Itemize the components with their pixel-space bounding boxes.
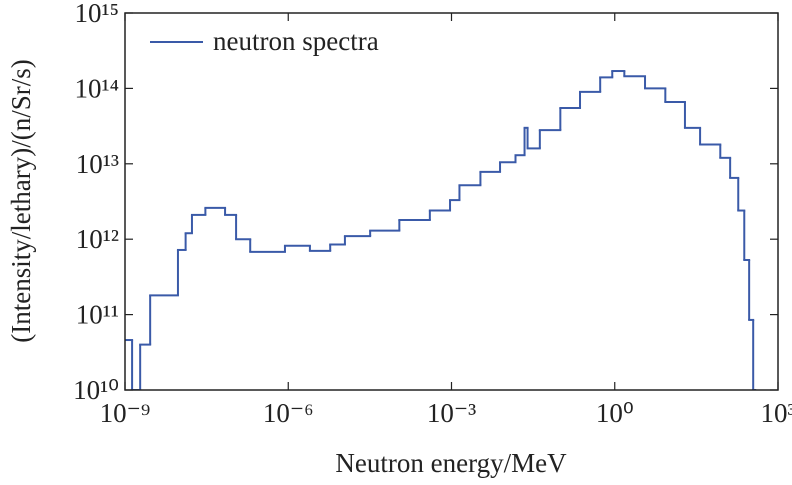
y-tick-label: 10¹³	[76, 149, 119, 179]
y-tick-label: 10¹⁵	[74, 0, 119, 28]
y-tick-label: 10¹¹	[76, 300, 119, 330]
y-tick-label: 10¹²	[76, 224, 119, 254]
x-tick-label: 10⁻⁶	[263, 398, 314, 428]
x-tick-label: 10⁰	[596, 398, 634, 428]
x-tick-label: 10³	[760, 398, 792, 428]
y-tick-label: 10¹⁴	[74, 73, 119, 103]
x-tick-label: 10⁻³	[427, 398, 476, 428]
plot-frame	[124, 12, 779, 391]
plot-area	[125, 70, 757, 390]
x-axis-label: Neutron energy/MeV	[335, 448, 567, 478]
legend-label: neutron spectra	[213, 26, 379, 56]
y-tick-label: 10¹⁰	[73, 375, 119, 405]
x-tick-label: 10⁻⁹	[100, 398, 151, 428]
y-axis-label: (Intensity/lethary)/(n/Sr/s)	[6, 59, 36, 342]
